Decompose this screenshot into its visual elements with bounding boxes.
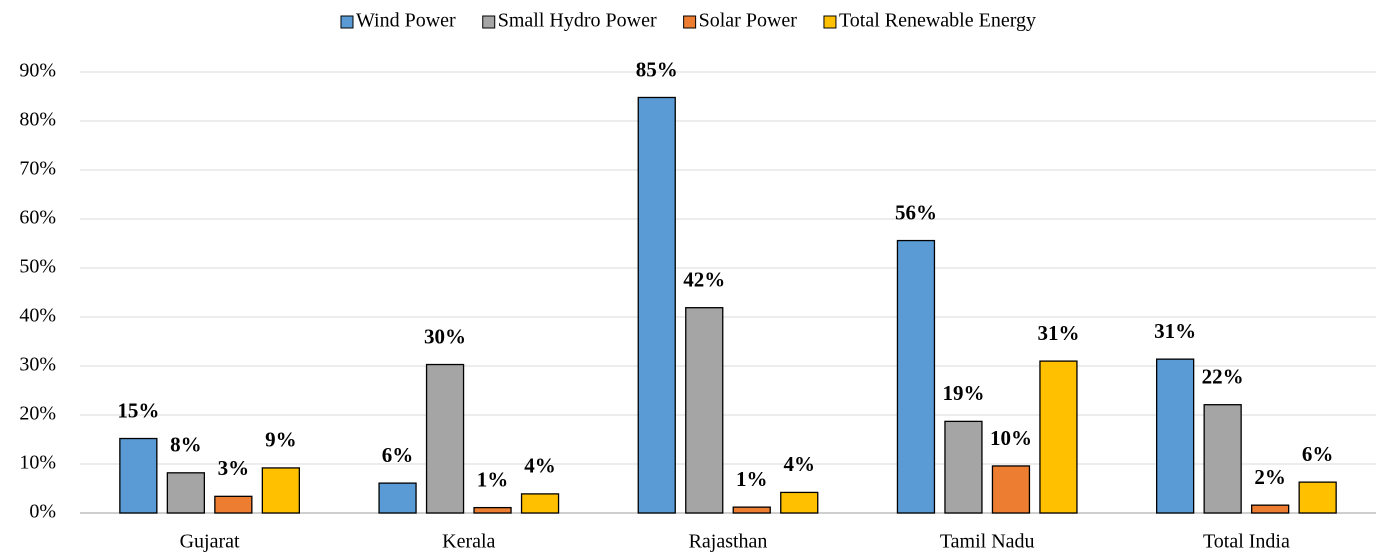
bar bbox=[473, 506, 512, 514]
bar bbox=[119, 437, 158, 514]
legend-label: Wind Power bbox=[356, 10, 456, 32]
y-tick-label: 50% bbox=[19, 256, 56, 278]
bar bbox=[378, 482, 417, 514]
bar bbox=[637, 96, 676, 514]
data-label: 1% bbox=[477, 467, 509, 491]
data-label: 15% bbox=[117, 398, 159, 422]
data-label: 8% bbox=[170, 433, 202, 457]
bar bbox=[214, 495, 253, 514]
data-label: 4% bbox=[524, 454, 556, 478]
x-tick-label: Gujarat bbox=[180, 531, 240, 553]
data-label: 9% bbox=[265, 428, 297, 452]
bar bbox=[685, 307, 724, 514]
legend-swatch bbox=[340, 15, 354, 29]
data-label: 3% bbox=[218, 456, 250, 480]
data-label: 31% bbox=[1037, 321, 1079, 345]
x-tick-label: Total India bbox=[1203, 531, 1290, 553]
y-tick-label: 40% bbox=[19, 305, 56, 327]
bar bbox=[1039, 360, 1078, 514]
bar bbox=[166, 472, 206, 514]
bar bbox=[1298, 481, 1337, 514]
data-label: 4% bbox=[784, 452, 816, 476]
bar bbox=[991, 465, 1031, 514]
data-label: 22% bbox=[1202, 365, 1244, 389]
x-tick-label: Kerala bbox=[442, 531, 495, 553]
y-tick-label: 70% bbox=[19, 158, 56, 180]
legend-swatch bbox=[823, 15, 837, 29]
legend-swatch bbox=[683, 15, 697, 29]
bar bbox=[1203, 404, 1242, 514]
bar bbox=[732, 506, 771, 514]
data-label: 19% bbox=[942, 381, 984, 405]
data-label: 6% bbox=[1302, 442, 1334, 466]
data-label: 6% bbox=[382, 443, 414, 467]
x-tick-label: Rajasthan bbox=[689, 531, 768, 553]
data-label: 2% bbox=[1254, 465, 1286, 489]
data-label: 56% bbox=[895, 200, 937, 224]
bar bbox=[425, 363, 465, 514]
bar bbox=[896, 239, 936, 514]
y-tick-label: 30% bbox=[19, 354, 56, 376]
legend-label: Small Hydro Power bbox=[498, 10, 657, 32]
data-label: 31% bbox=[1154, 319, 1196, 343]
data-label: 30% bbox=[424, 324, 466, 348]
bar bbox=[780, 491, 819, 514]
y-tick-label: 80% bbox=[19, 109, 56, 131]
bar bbox=[1251, 504, 1290, 514]
y-tick-label: 90% bbox=[19, 60, 56, 82]
bar bbox=[1156, 358, 1195, 514]
data-label: 85% bbox=[636, 57, 678, 81]
legend-label: Total Renewable Energy bbox=[839, 10, 1036, 32]
legend-swatch bbox=[482, 15, 496, 29]
y-tick-label: 60% bbox=[19, 207, 56, 229]
legend-label: Solar Power bbox=[699, 10, 798, 32]
y-tick-label: 20% bbox=[19, 403, 56, 425]
bar bbox=[520, 493, 560, 514]
y-tick-label: 0% bbox=[29, 501, 56, 523]
data-label: 42% bbox=[683, 268, 725, 292]
y-tick-label: 10% bbox=[19, 452, 56, 474]
x-tick-label: Tamil Nadu bbox=[940, 531, 1035, 553]
bar bbox=[261, 467, 301, 514]
data-label: 1% bbox=[736, 467, 768, 491]
data-label: 10% bbox=[990, 426, 1032, 450]
bar bbox=[944, 420, 983, 514]
